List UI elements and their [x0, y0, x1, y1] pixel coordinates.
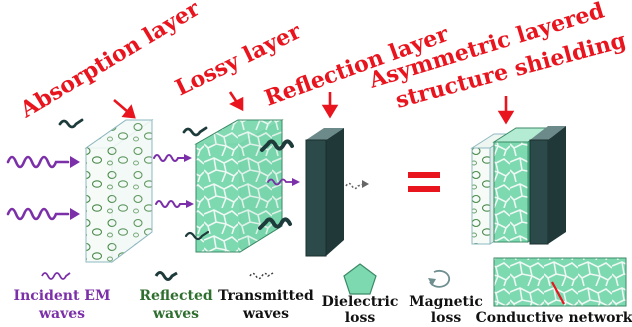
arrow-lossy: [228, 91, 244, 112]
equals-sign: [408, 172, 440, 192]
legend-transmitted-label-1: Transmitted: [218, 288, 314, 304]
legend-dielectric-label-1: Dielectric: [322, 294, 399, 310]
legend-transmitted-icon: [249, 272, 274, 280]
legend-incident-icon: [41, 272, 71, 280]
legend-incident-label-2: waves: [38, 306, 85, 322]
legend-magnetic-label-1: Magnetic: [409, 294, 483, 310]
pentagon-icon: [343, 263, 377, 295]
legend-magnetic-label-2: loss: [431, 310, 462, 326]
legend-conductive-label: Conductive networks: [476, 310, 632, 326]
arrow-reflection: [321, 92, 339, 119]
legend-reflected-label-1: Reflected: [139, 288, 213, 304]
incident-wave-icon: [6, 154, 300, 221]
conductive-network-icon: [493, 257, 627, 307]
lossy-slab: [194, 119, 284, 253]
legend-reflected-label-2: waves: [152, 306, 199, 322]
loop-arrow-icon: [428, 269, 451, 288]
legend-transmitted-label-2: waves: [242, 306, 289, 322]
legend-reflected-icon: [154, 271, 178, 281]
title-absorption-layer: Absorption layer: [15, 0, 205, 124]
transmitted-wave-icon: [345, 180, 369, 190]
arrow-asymmetric: [497, 96, 515, 125]
asymmetric-structure: [470, 126, 566, 245]
arrow-absorption: [113, 99, 136, 119]
legend-incident-label-1: Incident EM: [14, 288, 111, 304]
legend-dielectric-label-2: loss: [345, 310, 376, 326]
absorption-slab: [84, 119, 154, 263]
reflection-slab: [305, 128, 344, 257]
reflected-wave-icon: [58, 118, 294, 241]
